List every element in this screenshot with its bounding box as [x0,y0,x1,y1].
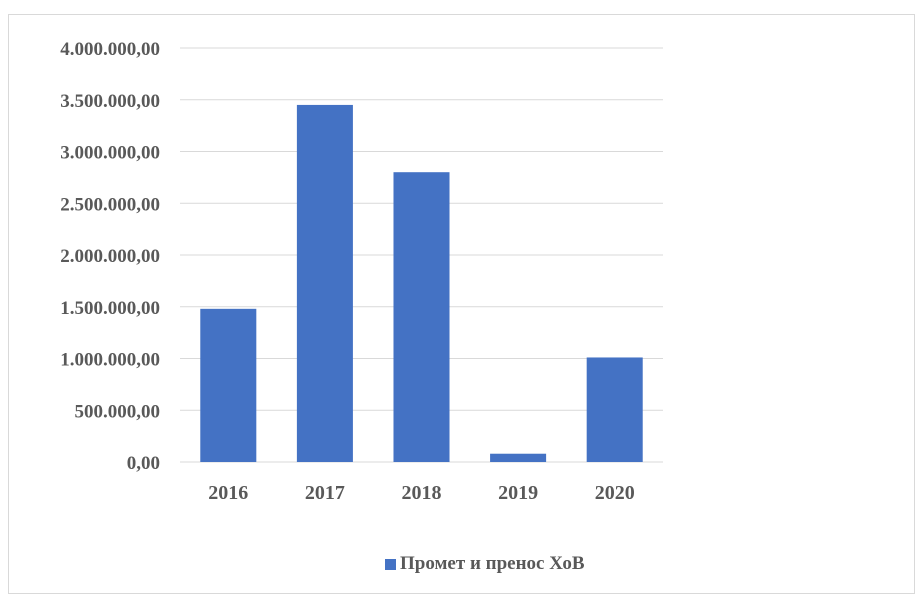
bar [200,308,257,462]
legend-label: Промет и пренос ХоВ [400,553,585,574]
bars [200,104,643,463]
y-tick-label: 2.000.000,00 [60,246,160,267]
chart-area [8,14,915,594]
y-tick-label: 0,00 [127,453,160,474]
y-axis-labels: 0,00 500.000,00 1.000.000,00 1.500.000,00 2.… [60,39,160,474]
legend: Промет и пренос ХоВ [385,553,585,575]
y-tick-label: 3.500.000,00 [60,91,160,112]
x-tick-label: 2020 [595,482,635,504]
bar [296,104,353,463]
y-tick-label: 500.000,00 [75,401,161,422]
x-tick-label: 2018 [402,482,442,504]
legend-swatch [385,558,396,570]
x-axis-labels: 2016 2017 2018 2019 2020 [208,482,634,504]
x-tick-label: 2017 [305,482,345,504]
x-tick-label: 2019 [498,482,538,504]
bar [393,172,450,462]
y-tick-label: 1.500.000,00 [60,298,160,319]
x-tick-label: 2016 [208,482,248,504]
y-tick-label: 2.500.000,00 [60,194,160,215]
y-tick-label: 1.000.000,00 [60,350,160,371]
y-tick-label: 3.000.000,00 [60,143,160,164]
y-tick-label: 4.000.000,00 [60,39,160,60]
bar [490,453,547,462]
bar [586,357,643,462]
bar-chart: 0,00 500.000,00 1.000.000,00 1.500.000,00 2.… [60,39,663,504]
